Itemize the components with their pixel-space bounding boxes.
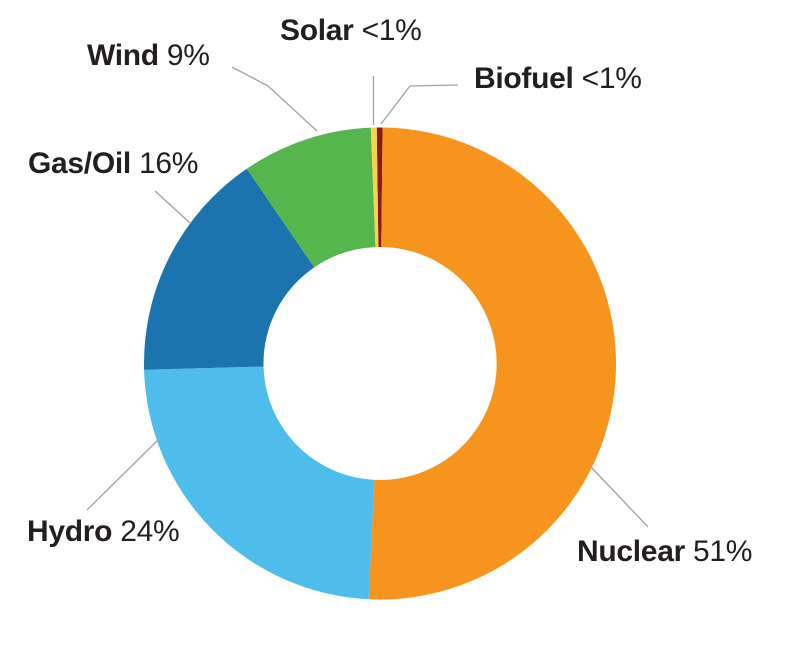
callout-wind-value: 9% (166, 39, 210, 72)
callout-nuclear: Nuclear 51% (577, 537, 752, 567)
callout-wind-label: Wind (87, 39, 159, 72)
segment-nuclear (368, 127, 616, 600)
leader-line-nuclear (590, 466, 649, 528)
segment-gas-oil (143, 168, 315, 370)
callout-solar-label: Solar (280, 14, 354, 47)
callout-nuclear-label: Nuclear (577, 535, 685, 568)
segment-biofuel (376, 127, 383, 248)
leader-line-wind (231, 66, 318, 132)
callout-hydro-label: Hydro (27, 515, 113, 548)
callout-wind: Wind 9% (87, 41, 210, 71)
callout-hydro: Hydro 24% (27, 515, 180, 548)
callout-solar-value: <1% (361, 14, 422, 47)
callout-gas-oil: Gas/Oil 16% (28, 149, 198, 179)
callout-nuclear-value: 51% (693, 535, 753, 568)
callout-gas-oil-label: Gas/Oil (28, 147, 131, 180)
leader-lines (86, 66, 649, 528)
donut-segments (143, 127, 616, 600)
callout-biofuel-value: <1% (581, 62, 642, 95)
callout-biofuel-label: Biofuel (474, 62, 574, 95)
leader-line-biofuel (380, 84, 459, 125)
callout-gas-oil-value: 16% (139, 147, 199, 180)
leader-line-gasoil (154, 190, 191, 224)
segment-wind (246, 127, 376, 268)
callout-solar: Solar <1% (280, 16, 422, 46)
leader-line-hydro (86, 437, 161, 511)
callout-hydro-value: 24% (120, 515, 180, 548)
segment-solar (370, 127, 379, 248)
callout-biofuel: Biofuel <1% (474, 64, 642, 94)
segment-hydro (144, 366, 375, 600)
